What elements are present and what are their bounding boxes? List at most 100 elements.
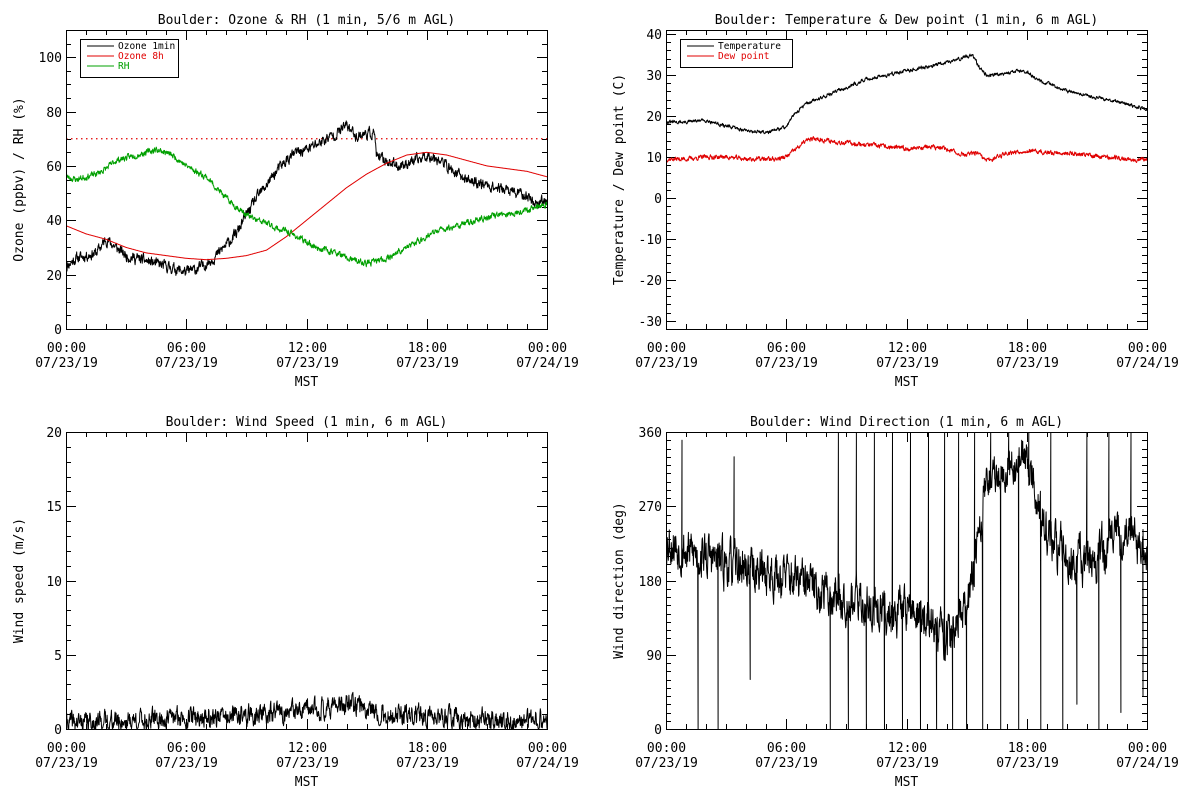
x-tick-label-time: 06:00 <box>167 741 206 756</box>
y-tick-label: 0 <box>654 723 662 738</box>
y-axis-label: Ozone (ppbv) / RH (%) <box>12 97 27 261</box>
chart-title: Boulder: Temperature & Dew point (1 min,… <box>715 13 1099 28</box>
x-tick-label-time: 06:00 <box>167 341 206 356</box>
x-tick-label-time: 12:00 <box>888 341 927 356</box>
y-axis-label: Temperature / Dew point (C) <box>612 74 627 285</box>
x-tick-label-date: 07/23/19 <box>635 756 698 771</box>
x-tick-label-date: 07/23/19 <box>396 356 459 371</box>
y-tick-label: 60 <box>46 160 62 175</box>
series-line-temperature <box>666 53 1147 135</box>
x-tick-label-time: 00:00 <box>528 741 567 756</box>
legend-label: RH <box>118 61 130 72</box>
plot-frame <box>666 432 1148 730</box>
y-axis-label: Wind speed (m/s) <box>12 518 27 643</box>
x-tick-label-date: 07/24/19 <box>516 756 579 771</box>
legend-label: Ozone 1min <box>118 41 175 52</box>
y-tick-label: 100 <box>39 51 62 66</box>
y-tick-label: 30 <box>646 69 662 84</box>
panel-wind_speed: Boulder: Wind Speed (1 min, 6 m AGL) MST W… <box>12 415 579 790</box>
series-line-0 <box>66 691 547 729</box>
x-tick-label-date: 07/23/19 <box>635 356 698 371</box>
plot-frame <box>666 30 1148 330</box>
chart-title: Boulder: Ozone & RH (1 min, 5/6 m AGL) <box>158 13 455 28</box>
y-tick-label: 0 <box>54 723 62 738</box>
series-line-0 <box>666 432 1147 729</box>
chart-title: Boulder: Wind Direction (1 min, 6 m AGL) <box>750 415 1063 430</box>
y-tick-label: 360 <box>639 426 662 441</box>
x-tick-label-date: 07/23/19 <box>155 356 218 371</box>
y-tick-label: -30 <box>639 315 662 330</box>
y-tick-label: -10 <box>639 233 662 248</box>
x-tick-label-time: 00:00 <box>647 741 686 756</box>
panel-wind_dir: Boulder: Wind Direction (1 min, 6 m AGL)… <box>612 415 1179 790</box>
x-tick-label-time: 18:00 <box>408 741 447 756</box>
x-tick-label-time: 00:00 <box>47 341 86 356</box>
x-tick-label-date: 07/23/19 <box>35 356 98 371</box>
y-axis-label: Wind direction (deg) <box>612 502 627 659</box>
x-tick-label-date: 07/23/19 <box>396 756 459 771</box>
legend-label: Dew point <box>718 51 769 62</box>
x-tick-label-date: 07/23/19 <box>996 756 1059 771</box>
x-tick-label-time: 00:00 <box>647 341 686 356</box>
x-axis-label: MST <box>295 375 319 390</box>
y-tick-label: 10 <box>646 151 662 166</box>
x-tick-label-time: 12:00 <box>288 341 327 356</box>
x-axis-label: MST <box>895 775 919 790</box>
x-tick-label-time: 18:00 <box>1008 341 1047 356</box>
series-line-ozone-8h <box>66 151 547 261</box>
chart-title: Boulder: Wind Speed (1 min, 6 m AGL) <box>166 415 448 430</box>
x-tick-label-time: 00:00 <box>47 741 86 756</box>
y-tick-label: 40 <box>46 214 62 229</box>
series-line-ozone-1min <box>66 120 547 276</box>
x-tick-label-date: 07/23/19 <box>276 356 339 371</box>
x-tick-label-date: 07/24/19 <box>1116 356 1179 371</box>
x-tick-label-date: 07/23/19 <box>276 756 339 771</box>
x-axis-label: MST <box>295 775 319 790</box>
x-tick-label-time: 18:00 <box>1008 741 1047 756</box>
x-tick-label-date: 07/23/19 <box>35 756 98 771</box>
y-tick-label: 0 <box>54 323 62 338</box>
panel-temp_dew: Boulder: Temperature & Dew point (1 min,… <box>612 13 1179 390</box>
x-tick-label-time: 12:00 <box>288 741 327 756</box>
y-tick-label: 5 <box>54 649 62 664</box>
series-line-rh <box>66 146 547 268</box>
x-tick-label-date: 07/23/19 <box>876 356 939 371</box>
y-tick-label: 0 <box>654 192 662 207</box>
x-tick-label-date: 07/24/19 <box>516 356 579 371</box>
y-tick-label: 10 <box>46 575 62 590</box>
y-tick-label: 90 <box>646 649 662 664</box>
y-tick-label: -20 <box>639 274 662 289</box>
x-tick-label-date: 07/23/19 <box>996 356 1059 371</box>
y-tick-label: 20 <box>46 426 62 441</box>
y-tick-label: 180 <box>639 575 662 590</box>
x-tick-label-date: 07/23/19 <box>876 756 939 771</box>
x-axis-label: MST <box>895 375 919 390</box>
plot-frame <box>66 432 548 730</box>
y-tick-label: 20 <box>646 110 662 125</box>
y-tick-label: 20 <box>46 269 62 284</box>
y-tick-label: 40 <box>646 28 662 43</box>
legend-label: Temperature <box>718 41 781 52</box>
x-tick-label-time: 00:00 <box>528 341 567 356</box>
x-tick-label-date: 07/23/19 <box>755 356 818 371</box>
x-tick-label-time: 06:00 <box>767 741 806 756</box>
series-line-dew-point <box>666 136 1147 163</box>
x-tick-label-time: 00:00 <box>1128 741 1167 756</box>
y-tick-label: 15 <box>46 500 62 515</box>
x-tick-label-date: 07/23/19 <box>755 756 818 771</box>
legend-label: Ozone 8h <box>118 51 164 62</box>
legend-box <box>680 39 793 68</box>
x-tick-label-date: 07/23/19 <box>155 756 218 771</box>
plot-frame <box>66 30 548 330</box>
y-tick-label: 80 <box>46 106 62 121</box>
x-tick-label-date: 07/24/19 <box>1116 756 1179 771</box>
y-tick-label: 270 <box>639 500 662 515</box>
x-tick-label-time: 00:00 <box>1128 341 1167 356</box>
x-tick-label-time: 12:00 <box>888 741 927 756</box>
x-tick-label-time: 06:00 <box>767 341 806 356</box>
x-tick-label-time: 18:00 <box>408 341 447 356</box>
panel-ozone_rh: Boulder: Ozone & RH (1 min, 5/6 m AGL) MS… <box>12 13 579 390</box>
